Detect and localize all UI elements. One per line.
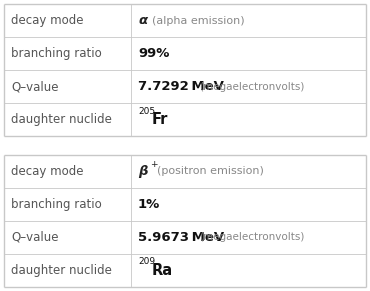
Bar (4, 4, 366, 136)
Text: (megaelectronvolts): (megaelectronvolts) (199, 82, 305, 92)
Text: β: β (138, 165, 148, 178)
Text: +: + (150, 160, 158, 169)
Text: 205: 205 (138, 107, 155, 116)
Text: 209: 209 (138, 258, 155, 267)
Text: 99%: 99% (138, 47, 169, 60)
Text: branching ratio: branching ratio (11, 198, 102, 211)
Text: decay mode: decay mode (11, 14, 84, 27)
Text: Fr: Fr (151, 112, 168, 127)
Bar (4, 155, 366, 287)
Text: (alpha emission): (alpha emission) (152, 16, 245, 26)
Text: daughter nuclide: daughter nuclide (11, 113, 112, 126)
Text: α: α (138, 14, 147, 27)
Text: (megaelectronvolts): (megaelectronvolts) (199, 232, 305, 242)
Text: 1%: 1% (138, 198, 160, 211)
Text: branching ratio: branching ratio (11, 47, 102, 60)
Text: 5.9673 MeV: 5.9673 MeV (138, 231, 224, 244)
Text: decay mode: decay mode (11, 165, 84, 178)
Text: Q–value: Q–value (11, 231, 58, 244)
Text: Ra: Ra (151, 263, 172, 278)
Text: Q–value: Q–value (11, 80, 58, 93)
Text: daughter nuclide: daughter nuclide (11, 264, 112, 277)
Text: 7.7292 MeV: 7.7292 MeV (138, 80, 224, 93)
Text: (positron emission): (positron emission) (157, 166, 264, 176)
